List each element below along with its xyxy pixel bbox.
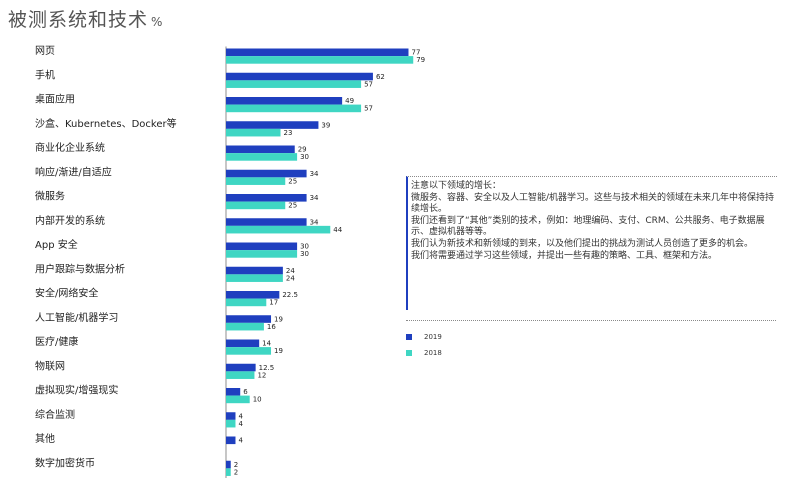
bar-2018 <box>226 177 285 185</box>
category-label: 网页 <box>35 45 55 57</box>
value-label-2019: 39 <box>321 121 330 129</box>
legend-swatch <box>406 350 412 356</box>
category-label: 医疗/健康 <box>35 335 78 348</box>
value-label-2019: 6 <box>243 388 248 396</box>
category-label: 商业化企业系统 <box>35 141 105 154</box>
bar-2019 <box>226 121 318 129</box>
bar-2019 <box>226 388 240 396</box>
legend-swatch <box>406 334 412 340</box>
category-label: 手机 <box>35 68 55 81</box>
value-label-2018: 44 <box>333 226 342 234</box>
note-spacer <box>411 262 777 310</box>
bar-2019 <box>226 437 235 445</box>
bar-2018 <box>226 250 297 258</box>
legend: 2019 2018 <box>406 330 442 362</box>
value-label-2019: 22.5 <box>282 291 298 299</box>
value-label-2019: 34 <box>310 194 319 202</box>
note-divider <box>406 320 776 321</box>
bar-2018 <box>226 153 297 161</box>
bar-2018 <box>226 56 413 64</box>
bar-2019 <box>226 267 283 275</box>
bar-2019 <box>226 315 271 323</box>
value-label-2019: 4 <box>238 437 243 445</box>
value-label-2018: 30 <box>300 250 309 258</box>
note-box: 注意以下领域的增长： 微服务、容器、安全以及人工智能/机器学习。这些与技术相关的领… <box>406 176 777 310</box>
note-line: 我们认为新技术和新领域的到来，以及他们提出的挑战为测试人员创造了更多的机会。 <box>411 239 777 251</box>
bar-2019 <box>226 194 307 202</box>
bar-2018 <box>226 202 285 210</box>
category-label: 虚拟现实/增强现实 <box>35 384 118 397</box>
value-label-2018: 4 <box>238 420 243 428</box>
category-label: 内部开发的系统 <box>35 214 105 227</box>
bar-2019 <box>226 146 295 154</box>
value-label-2018: 10 <box>253 396 262 404</box>
value-label-2019: 34 <box>310 170 319 178</box>
category-label: 桌面应用 <box>35 93 75 106</box>
value-label-2018: 17 <box>269 299 278 307</box>
category-label: 物联网 <box>35 359 65 372</box>
value-label-2018: 24 <box>286 274 295 282</box>
category-label: 微服务 <box>35 190 65 203</box>
legend-item: 2019 <box>406 330 442 344</box>
value-label-2019: 34 <box>310 218 319 226</box>
legend-label: 2018 <box>424 349 442 357</box>
category-label: 用户跟踪与数据分析 <box>35 262 125 275</box>
bar-2019 <box>226 291 279 299</box>
value-label-2018: 25 <box>288 202 297 210</box>
category-label: 人工智能/机器学习 <box>35 311 118 324</box>
category-label: 沙盒、Kubernetes、Docker等 <box>35 117 177 130</box>
bar-2019 <box>226 49 408 57</box>
value-label-2019: 62 <box>376 73 385 81</box>
legend-label: 2019 <box>424 333 442 341</box>
value-label-2019: 14 <box>262 340 271 348</box>
bar-2018 <box>226 80 361 88</box>
bar-2019 <box>226 412 235 420</box>
category-label: 数字加密货币 <box>35 456 95 469</box>
value-label-2018: 19 <box>274 347 283 355</box>
bar-2019 <box>226 97 342 105</box>
bar-2019 <box>226 364 256 372</box>
category-label: 响应/渐进/自适应 <box>35 165 112 178</box>
note-line: 我们将需要通过学习这些领域，并提出一些有趣的策略、工具、框架和方法。 <box>411 251 777 263</box>
bar-2018 <box>226 299 266 307</box>
note-line: 微服务、容器、安全以及人工智能/机器学习。这些与技术相关的领域在未来几年中将保持… <box>411 193 777 216</box>
bar-2018 <box>226 105 361 113</box>
bar-2018 <box>226 347 271 355</box>
bar-2019 <box>226 340 259 348</box>
legend-item: 2018 <box>406 346 442 360</box>
value-label-2018: 57 <box>364 105 373 113</box>
value-label-2018: 16 <box>267 323 276 331</box>
value-label-2018: 25 <box>288 177 297 185</box>
bar-2018 <box>226 468 231 476</box>
value-label-2018: 23 <box>284 129 293 137</box>
bar-2019 <box>226 461 231 469</box>
bar-2018 <box>226 323 264 331</box>
value-label-2018: 2 <box>234 468 238 476</box>
category-label: 安全/网络安全 <box>35 287 98 300</box>
bar-2018 <box>226 371 254 379</box>
bar-2019 <box>226 218 307 226</box>
value-label-2018: 12 <box>257 371 266 379</box>
bar-2019 <box>226 243 297 251</box>
bar-2018 <box>226 226 330 234</box>
bar-2018 <box>226 274 283 282</box>
category-label: 其他 <box>35 432 55 445</box>
value-label-2018: 79 <box>416 56 425 64</box>
category-label: 综合监测 <box>35 408 75 421</box>
note-line: 我们还看到了“其他”类别的技术，例如：地理编码、支付、CRM、公共服务、电子数据… <box>411 216 777 239</box>
note-line: 注意以下领域的增长： <box>411 181 777 193</box>
category-label: App 安全 <box>35 238 78 251</box>
bar-2019 <box>226 170 307 178</box>
bar-2019 <box>226 73 373 81</box>
bar-2018 <box>226 420 235 428</box>
value-label-2018: 30 <box>300 153 309 161</box>
value-label-2019: 49 <box>345 97 354 105</box>
bar-2018 <box>226 396 250 404</box>
value-label-2018: 57 <box>364 80 373 88</box>
bar-2018 <box>226 129 281 137</box>
